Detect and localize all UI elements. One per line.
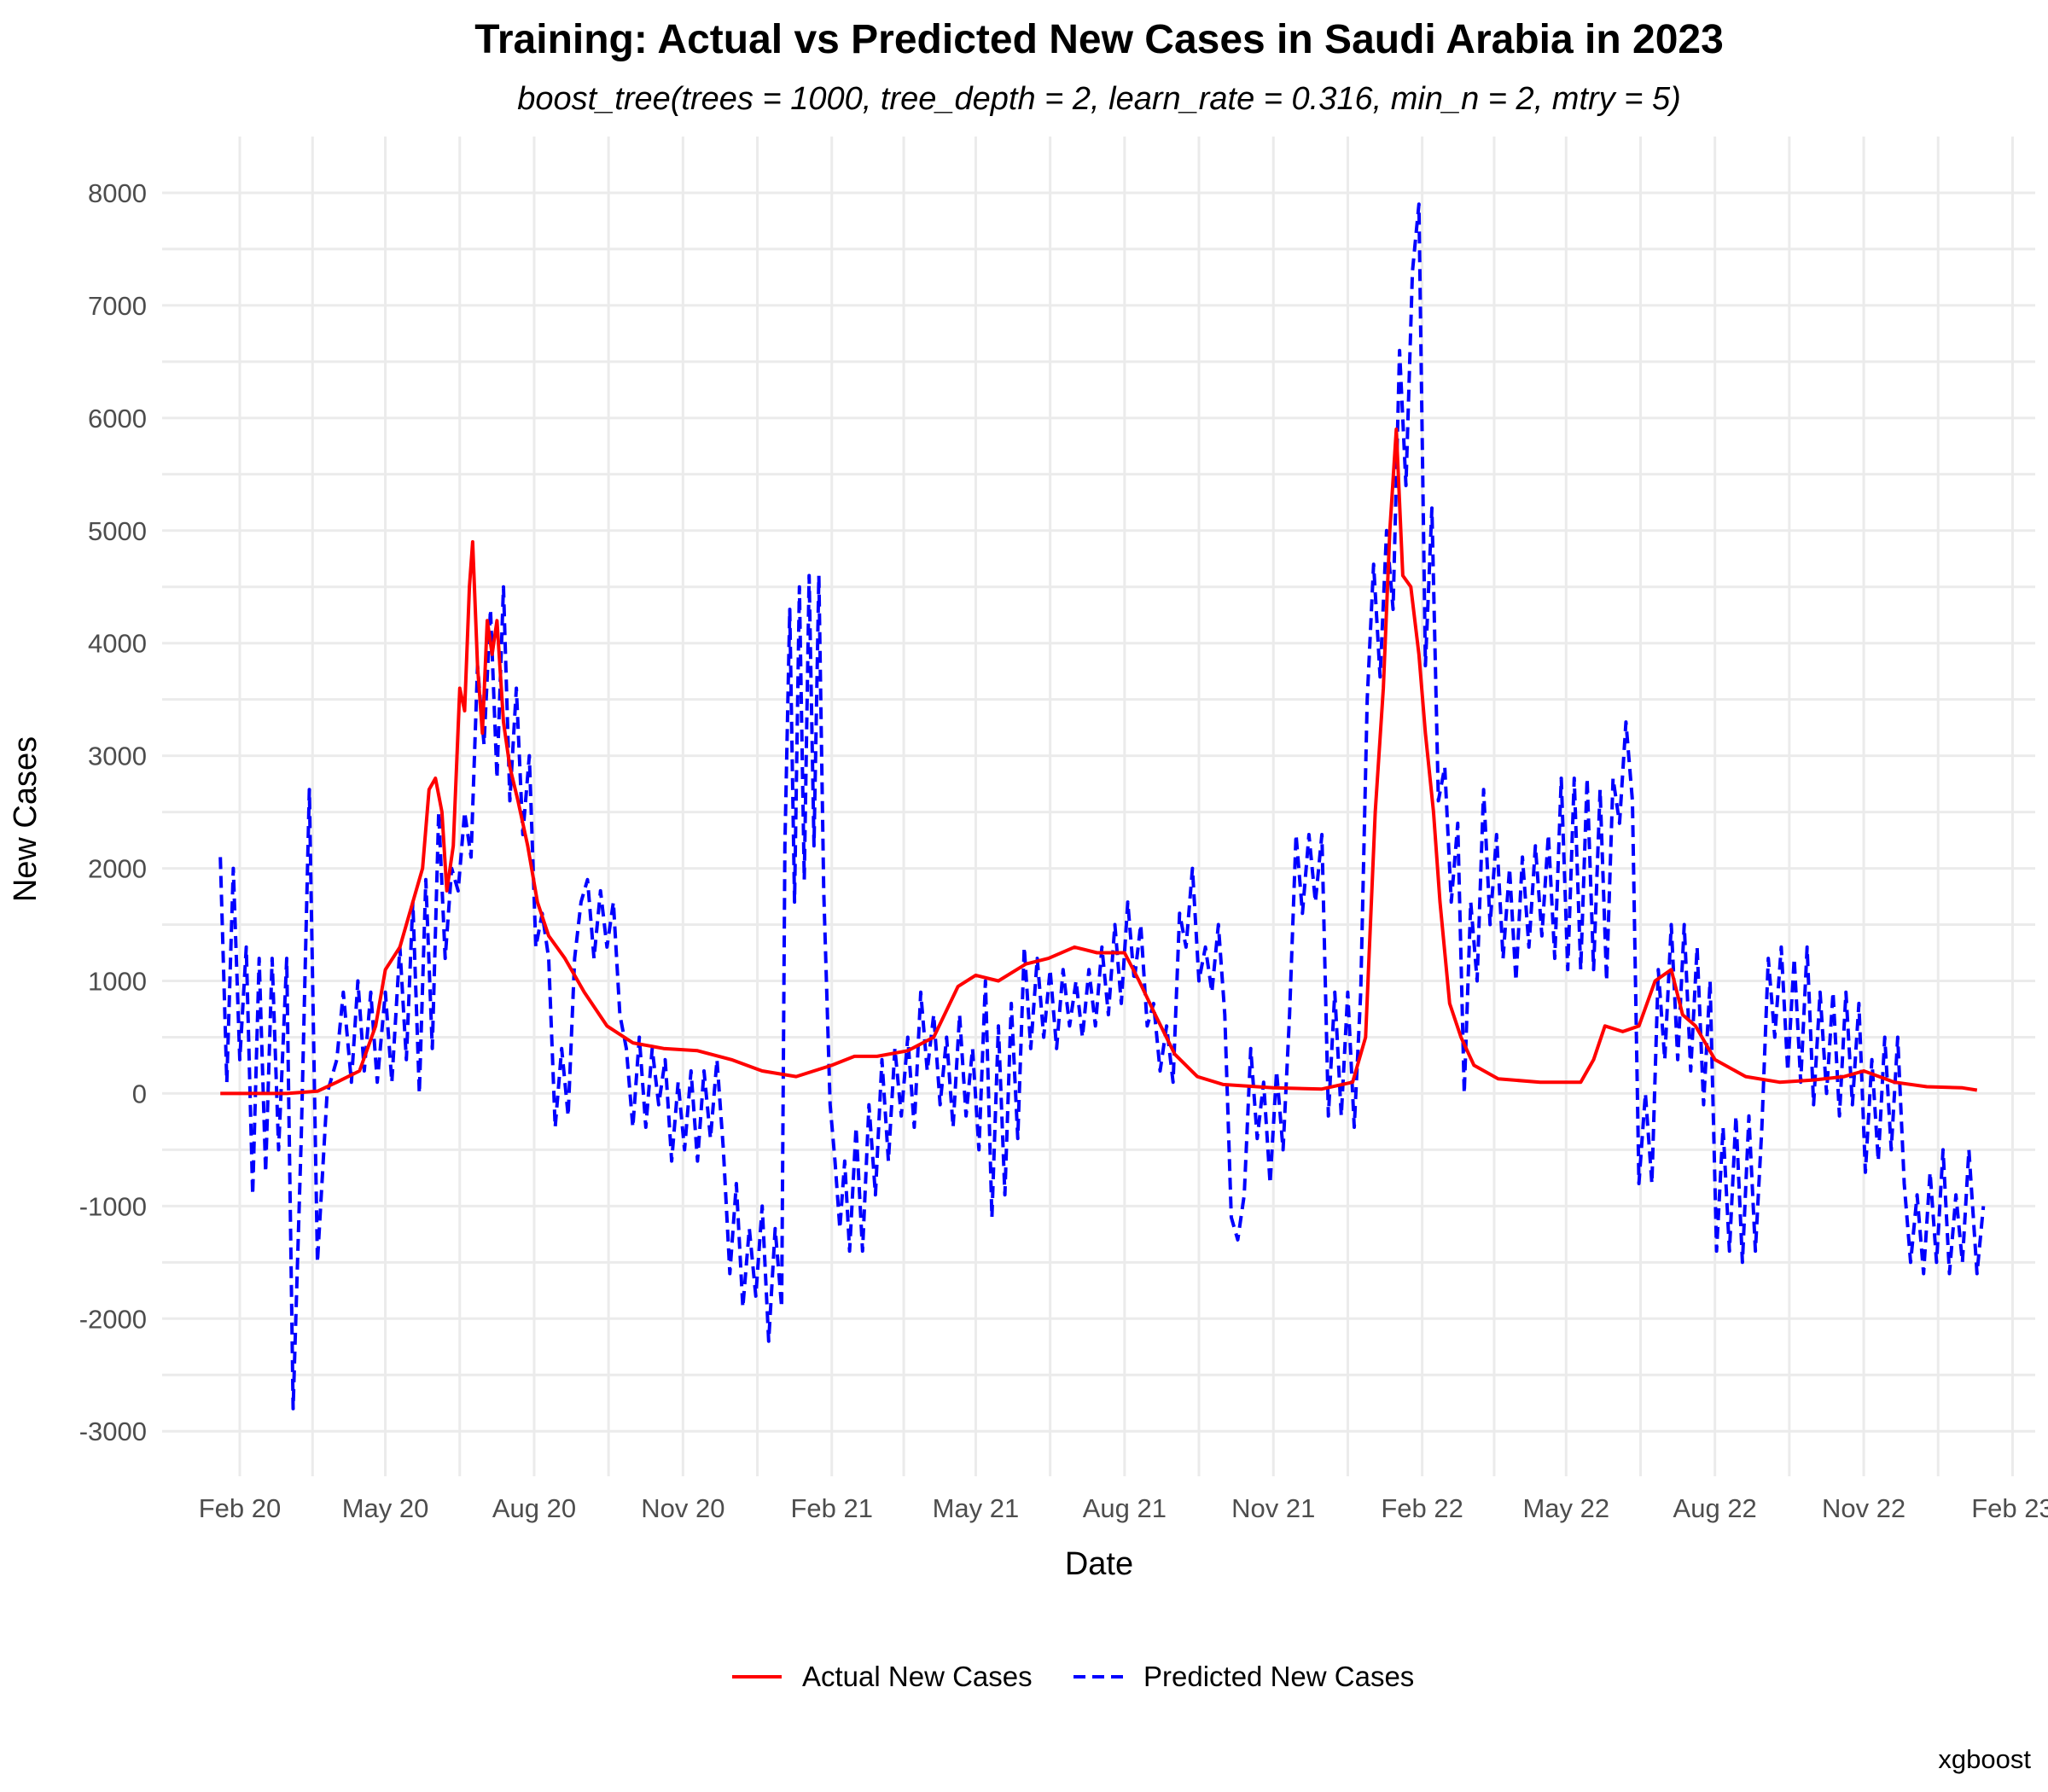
chart-subtitle: boost_tree(trees = 1000, tree_depth = 2,…	[517, 81, 1681, 117]
legend-label-predicted: Predicted New Cases	[1143, 1661, 1414, 1692]
x-axis-label: Date	[1065, 1546, 1133, 1582]
legend-label-actual: Actual New Cases	[802, 1661, 1033, 1692]
series	[218, 202, 1986, 1411]
y-tick-label: -1000	[79, 1191, 147, 1221]
y-tick-label: -3000	[79, 1417, 147, 1446]
y-axis-label: New Cases	[8, 736, 44, 902]
x-tick-label: Nov 20	[641, 1493, 724, 1523]
x-tick-label: Feb 20	[199, 1493, 282, 1523]
axis-ticks: Feb 20 May 20 Aug 20 Nov 20 Feb 21 May 21 Aug …	[79, 178, 2048, 1523]
y-tick-label: 8000	[88, 178, 147, 208]
grid	[162, 137, 2035, 1476]
y-tick-label: 4000	[88, 629, 147, 659]
y-tick-label: 3000	[88, 742, 147, 771]
x-tick-label: Nov 21	[1231, 1493, 1315, 1523]
chart-title: Training: Actual vs Predicted New Cases …	[474, 17, 1724, 62]
y-tick-label: 5000	[88, 516, 147, 546]
x-tick-label: May 21	[933, 1493, 1020, 1523]
y-tick-label: 6000	[88, 404, 147, 433]
y-tick-label: 7000	[88, 291, 147, 321]
x-tick-label: Feb 22	[1381, 1493, 1463, 1523]
x-tick-label: Nov 22	[1822, 1493, 1905, 1523]
series-line-predicted	[218, 202, 1986, 1411]
x-tick-label: Aug 21	[1083, 1493, 1167, 1523]
y-tick-label: 1000	[88, 966, 147, 996]
y-tick-label: 2000	[88, 854, 147, 884]
caption: xgboost	[1938, 1744, 2031, 1774]
legend: Actual New Cases Predicted New Cases	[732, 1661, 1414, 1692]
y-tick-label: -2000	[79, 1304, 147, 1334]
x-tick-label: Feb 23	[1971, 1493, 2048, 1523]
x-tick-label: Feb 21	[790, 1493, 873, 1523]
y-tick-label: 0	[132, 1079, 147, 1108]
series-line-actual	[220, 428, 1978, 1096]
x-tick-label: May 20	[342, 1493, 429, 1523]
x-tick-label: Aug 20	[492, 1493, 576, 1523]
x-tick-label: May 22	[1522, 1493, 1609, 1523]
x-tick-label: Aug 22	[1673, 1493, 1757, 1523]
